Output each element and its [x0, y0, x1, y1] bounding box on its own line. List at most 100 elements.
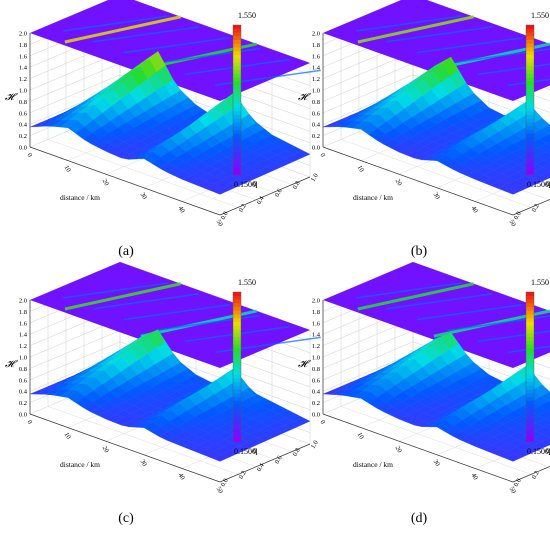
z-tick-label: 0.4	[312, 122, 321, 129]
z-tick-label: 1.8	[312, 42, 320, 49]
colorbar-segment	[233, 303, 241, 308]
z-tick-label: 0.6	[312, 110, 321, 117]
colorbar-segment	[526, 329, 534, 334]
colorbar-segment	[233, 415, 241, 420]
surface-cell	[543, 156, 550, 163]
colorbar-segment	[526, 148, 534, 153]
axes	[29, 33, 311, 216]
panel-label-d: (d)	[410, 511, 428, 526]
projection-streak	[93, 293, 200, 310]
colorbar-segment	[233, 25, 241, 30]
colorbar-segment	[233, 133, 241, 138]
y-axis-line	[219, 443, 311, 483]
colorbar-segment	[233, 118, 241, 123]
colorbar-segment	[233, 32, 241, 37]
projection-streak	[64, 282, 182, 311]
colorbar-segment	[233, 81, 241, 86]
colorbar-segment	[233, 111, 241, 116]
colorbar-segment	[526, 310, 534, 315]
surface-cell	[545, 416, 550, 422]
colorbar-segment	[526, 299, 534, 304]
projection-streak	[63, 15, 169, 32]
colorbar: 1.550 0.1500	[525, 278, 549, 456]
colorbar-segment	[233, 40, 241, 45]
z-tick-label: 1.0	[19, 355, 27, 362]
z-tick-label: 0.8	[312, 366, 320, 373]
colorbar: 1.550 0.1500	[525, 11, 549, 189]
z-tick-label: 2.0	[312, 31, 320, 38]
y-axis-label: q	[253, 178, 258, 188]
colorbar-segment	[233, 412, 241, 417]
colorbar-segment	[526, 103, 534, 108]
z-tick-label: 1.0	[19, 88, 27, 95]
colorbar-segment	[526, 77, 534, 82]
colorbar-segment	[526, 28, 534, 33]
x-axis-label: distance / km	[353, 193, 393, 202]
panel-label-a: (a)	[118, 244, 134, 259]
colorbar-segment	[526, 107, 534, 112]
z-axis-label: 𝓗	[298, 359, 311, 370]
colorbar-frame	[232, 291, 242, 443]
colorbar-segment	[526, 171, 534, 176]
z-tick-label: 0.2	[312, 133, 320, 140]
y-tick-label: 0.2	[531, 470, 541, 481]
colorbar-segment	[526, 397, 534, 402]
colorbar-segment	[526, 370, 534, 375]
colorbar-segment	[526, 51, 534, 56]
colorbar-segment	[233, 352, 241, 357]
colorbar-segment	[233, 62, 241, 67]
x-tick-label: 40	[470, 205, 479, 214]
colorbar-max-label: 1.550	[531, 11, 549, 20]
colorbar-segment	[233, 329, 241, 334]
colorbar-segment	[233, 344, 241, 349]
colorbar-segment	[233, 318, 241, 323]
colorbar-segment	[233, 333, 241, 338]
colorbar-segment	[233, 385, 241, 390]
z-tick-label: 1.4	[19, 65, 28, 72]
x-tick-label: 30	[432, 191, 441, 200]
colorbar-segment	[526, 419, 534, 424]
colorbar-segment	[233, 43, 241, 48]
x-tick-label: 0	[25, 152, 33, 158]
y-tick-label: 0.4	[256, 195, 266, 206]
colorbar-segment	[526, 307, 534, 312]
colorbar-segment	[526, 126, 534, 131]
colorbar-segment	[526, 152, 534, 157]
z-tick-label: 2.0	[19, 298, 27, 305]
surface-cell	[212, 187, 230, 195]
projection-streak	[416, 303, 523, 321]
colorbar-segment	[526, 337, 534, 342]
colorbar-segment	[526, 92, 534, 97]
z-tick-label: 1.6	[312, 320, 321, 327]
colorbar-segment	[526, 111, 534, 116]
y-tick-label: 0.2	[531, 203, 541, 214]
colorbar-segment	[526, 340, 534, 345]
z-tick-label: 0.6	[19, 110, 28, 117]
colorbar-segment	[526, 145, 534, 150]
x-tick-label: 20	[394, 445, 403, 454]
colorbar-segment	[233, 58, 241, 63]
surface-mesh	[29, 329, 311, 462]
colorbar-segment	[233, 92, 241, 97]
colorbar-segment	[526, 62, 534, 67]
colorbar-segment	[526, 40, 534, 45]
colorbar-segment	[233, 404, 241, 409]
colorbar-segment	[233, 73, 241, 78]
z-tick-label: 0.4	[312, 389, 321, 396]
colorbar-frame	[525, 291, 535, 443]
z-tick-label: 0.8	[19, 366, 27, 373]
x-tick-label: 40	[177, 205, 186, 214]
z-tick-label: 1.2	[19, 76, 27, 83]
colorbar-segment	[233, 307, 241, 312]
projection-streak	[386, 26, 493, 43]
y-tick-label: 0.0	[513, 477, 523, 488]
y-tick-label: 0.4	[549, 462, 550, 473]
colorbar-segment	[233, 96, 241, 101]
colorbar-segment	[233, 322, 241, 327]
y-tick-label: 0.0	[513, 210, 523, 221]
z-tick-label: 1.8	[19, 309, 27, 316]
colorbar-segment	[526, 412, 534, 417]
colorbar-segment	[526, 43, 534, 48]
z-tick-label: 0.0	[19, 145, 27, 152]
colorbar-segment	[233, 156, 241, 161]
